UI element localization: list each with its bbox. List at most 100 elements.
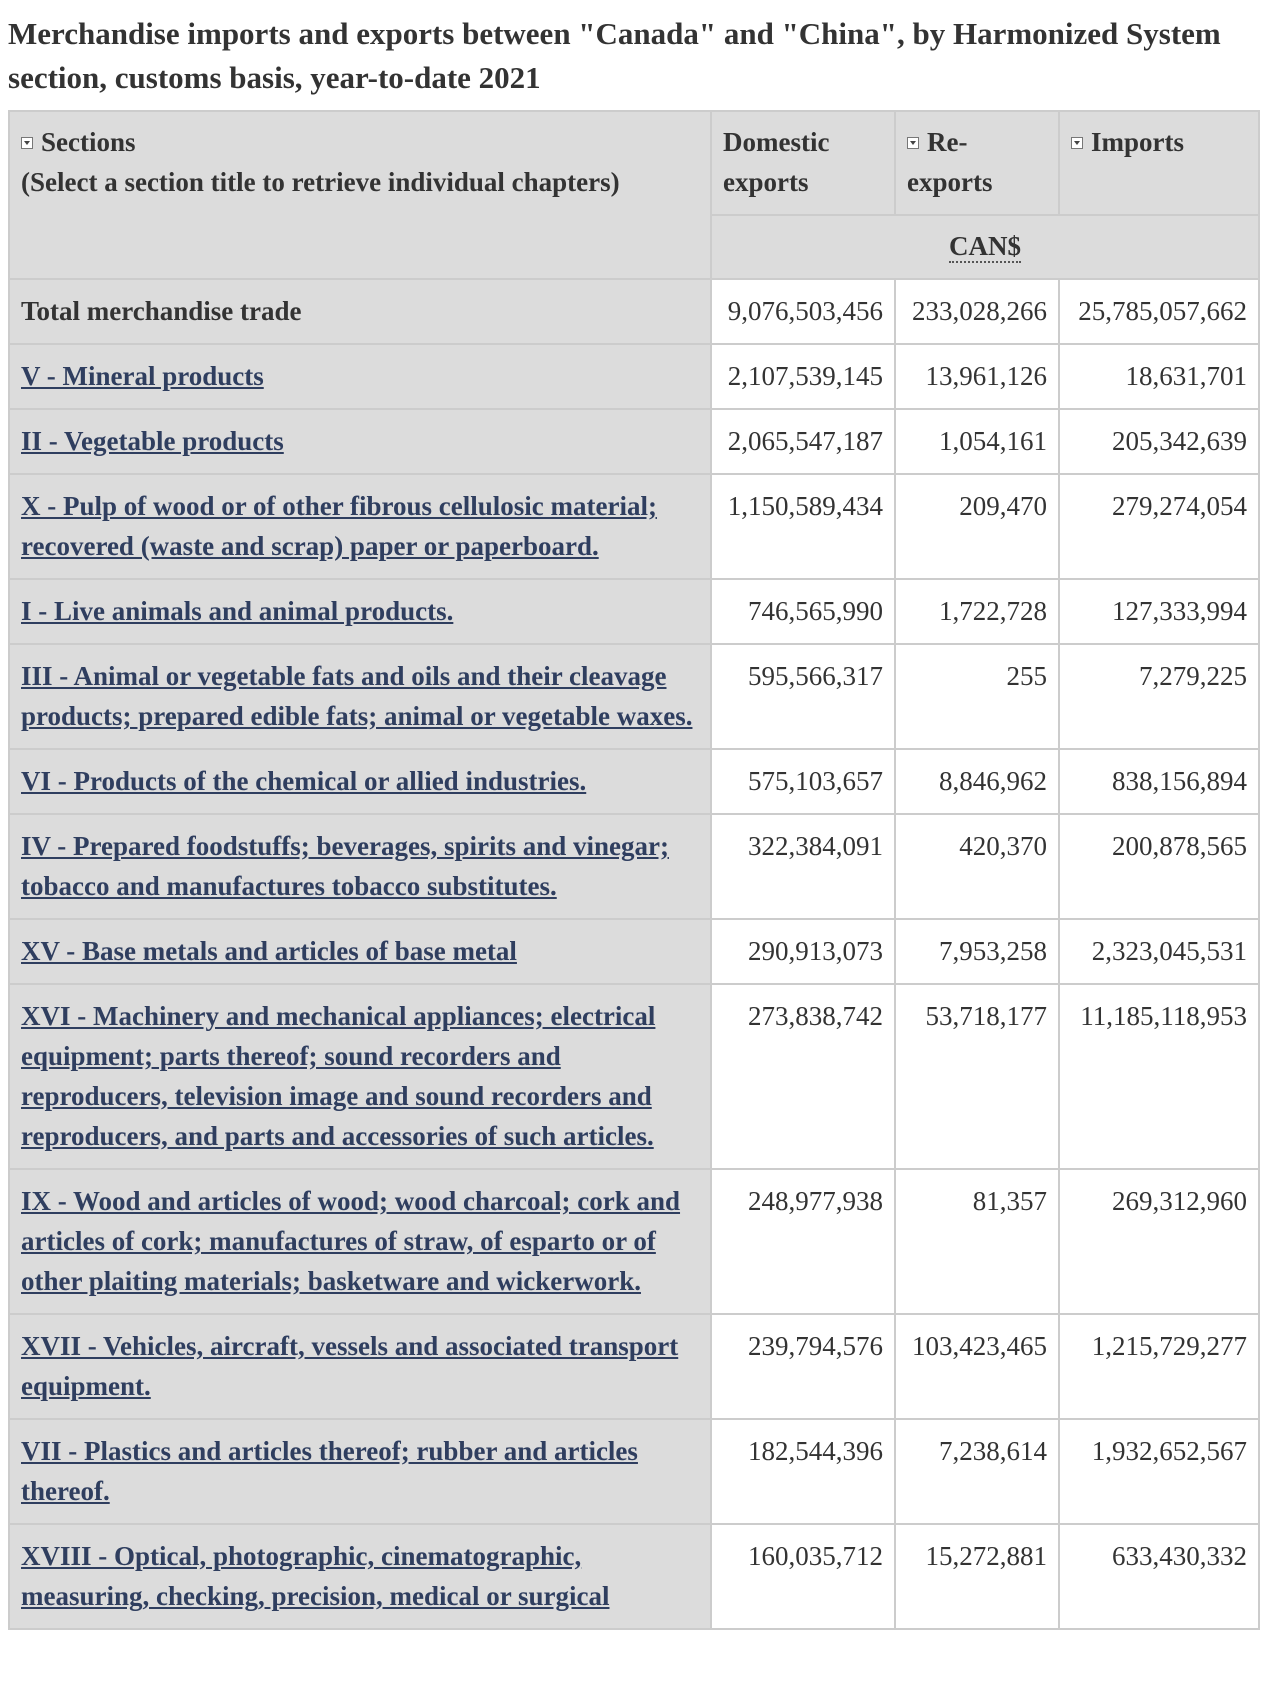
- table-row: XVI - Machinery and mechanical appliance…: [8, 983, 1260, 1170]
- table-row: XVIII - Optical, photographic, cinematog…: [8, 1523, 1260, 1630]
- imports-header[interactable]: Imports: [1058, 110, 1260, 216]
- section-link[interactable]: IX - Wood and articles of wood; wood cha…: [21, 1186, 681, 1296]
- re-exports-cell: 209,470: [894, 473, 1060, 580]
- domestic-exports-cell: 746,565,990: [710, 578, 896, 645]
- imports-cell: 838,156,894: [1058, 748, 1260, 815]
- table-row: VI - Products of the chemical or allied …: [8, 748, 1260, 815]
- section-cell[interactable]: VII - Plastics and articles thereof; rub…: [8, 1418, 712, 1525]
- domestic-exports-cell: 2,107,539,145: [710, 343, 896, 410]
- section-link[interactable]: VII - Plastics and articles thereof; rub…: [21, 1436, 638, 1506]
- re-exports-cell: 420,370: [894, 813, 1060, 920]
- table-row: V - Mineral products 2,107,539,145 13,961,…: [8, 343, 1260, 410]
- imports-cell: 633,430,332: [1058, 1523, 1260, 1630]
- sort-dropdown-icon[interactable]: [1071, 137, 1083, 149]
- domestic-exports-cell: 182,544,396: [710, 1418, 896, 1525]
- imports-cell: 205,342,639: [1058, 408, 1260, 475]
- imports-cell: 127,333,994: [1058, 578, 1260, 645]
- re-exports-header[interactable]: Re-exports: [894, 110, 1060, 216]
- imports-cell: 18,631,701: [1058, 343, 1260, 410]
- re-exports-cell: 13,961,126: [894, 343, 1060, 410]
- table-row: IX - Wood and articles of wood; wood cha…: [8, 1168, 1260, 1315]
- sort-dropdown-icon[interactable]: [21, 137, 33, 149]
- section-cell[interactable]: VI - Products of the chemical or allied …: [8, 748, 712, 815]
- section-cell[interactable]: IX - Wood and articles of wood; wood cha…: [8, 1168, 712, 1315]
- domestic-exports-cell: 595,566,317: [710, 643, 896, 750]
- section-cell[interactable]: I - Live animals and animal products.: [8, 578, 712, 645]
- imports-cell: 200,878,565: [1058, 813, 1260, 920]
- section-cell[interactable]: XVIII - Optical, photographic, cinematog…: [8, 1523, 712, 1630]
- section-link[interactable]: VI - Products of the chemical or allied …: [21, 766, 587, 796]
- re-exports-cell: 53,718,177: [894, 983, 1060, 1170]
- imports-cell: 1,215,729,277: [1058, 1313, 1260, 1420]
- sections-hint: (Select a section title to retrieve indi…: [21, 167, 620, 197]
- table-row: XVII - Vehicles, aircraft, vessels and a…: [8, 1313, 1260, 1420]
- domestic-exports-cell: 248,977,938: [710, 1168, 896, 1315]
- section-link[interactable]: III - Animal or vegetable fats and oils …: [21, 661, 693, 731]
- table-row: IV - Prepared foodstuffs; beverages, spi…: [8, 813, 1260, 920]
- section-link[interactable]: I - Live animals and animal products.: [21, 596, 454, 626]
- re-exports-cell: 1,722,728: [894, 578, 1060, 645]
- unit-row: CAN$: [9, 214, 1260, 280]
- sections-label: Sections: [41, 127, 136, 157]
- table-row: II - Vegetable products 2,065,547,187 1,05…: [8, 408, 1260, 475]
- re-exports-cell: 1,054,161: [894, 408, 1060, 475]
- section-link[interactable]: XVII - Vehicles, aircraft, vessels and a…: [21, 1331, 679, 1401]
- section-cell[interactable]: IV - Prepared foodstuffs; beverages, spi…: [8, 813, 712, 920]
- section-link[interactable]: XVIII - Optical, photographic, cinematog…: [21, 1541, 610, 1611]
- section-cell[interactable]: III - Animal or vegetable fats and oils …: [8, 643, 712, 750]
- currency-unit: CAN$: [949, 231, 1021, 263]
- re-exports-cell: 81,357: [894, 1168, 1060, 1315]
- table-row: III - Animal or vegetable fats and oils …: [8, 643, 1260, 750]
- table-row: I - Live animals and animal products. 746…: [8, 578, 1260, 645]
- section-link[interactable]: XV - Base metals and articles of base me…: [21, 936, 517, 966]
- sort-dropdown-icon[interactable]: [907, 137, 919, 149]
- domestic-exports-cell: 9,076,503,456: [710, 278, 896, 345]
- re-exports-cell: 255: [894, 643, 1060, 750]
- unit-header: CAN$: [710, 214, 1260, 280]
- section-cell[interactable]: XV - Base metals and articles of base me…: [8, 918, 712, 985]
- re-exports-cell: 233,028,266: [894, 278, 1060, 345]
- imports-label: Imports: [1091, 127, 1184, 157]
- section-cell[interactable]: XVI - Machinery and mechanical appliance…: [8, 983, 712, 1170]
- table-body: Total merchandise trade 9,076,503,456 233,…: [8, 278, 1260, 1630]
- re-exports-cell: 15,272,881: [894, 1523, 1060, 1630]
- domestic-exports-cell: 575,103,657: [710, 748, 896, 815]
- section-cell[interactable]: II - Vegetable products: [8, 408, 712, 475]
- domestic-exports-cell: 2,065,547,187: [710, 408, 896, 475]
- section-cell: Total merchandise trade: [8, 278, 712, 345]
- imports-cell: 2,323,045,531: [1058, 918, 1260, 985]
- section-cell[interactable]: X - Pulp of wood or of other fibrous cel…: [8, 473, 712, 580]
- table-row: X - Pulp of wood or of other fibrous cel…: [8, 473, 1260, 580]
- imports-cell: 1,932,652,567: [1058, 1418, 1260, 1525]
- re-exports-cell: 8,846,962: [894, 748, 1060, 815]
- domestic-exports-label: Domestic exports: [723, 127, 830, 197]
- imports-cell: 279,274,054: [1058, 473, 1260, 580]
- domestic-exports-cell: 1,150,589,434: [710, 473, 896, 580]
- domestic-exports-cell: 160,035,712: [710, 1523, 896, 1630]
- section-link[interactable]: X - Pulp of wood or of other fibrous cel…: [21, 491, 657, 561]
- domestic-exports-header[interactable]: Domestic exports: [710, 110, 896, 216]
- total-row: Total merchandise trade 9,076,503,456 233,…: [8, 278, 1260, 345]
- table-row: XV - Base metals and articles of base me…: [8, 918, 1260, 985]
- domestic-exports-cell: 273,838,742: [710, 983, 896, 1170]
- domestic-exports-cell: 239,794,576: [710, 1313, 896, 1420]
- section-link[interactable]: XVI - Machinery and mechanical appliance…: [21, 1001, 656, 1151]
- section-link[interactable]: II - Vegetable products: [21, 426, 284, 456]
- section-link[interactable]: IV - Prepared foodstuffs; beverages, spi…: [21, 831, 669, 901]
- sections-header[interactable]: Sections (Select a section title to retr…: [8, 110, 712, 280]
- imports-cell: 269,312,960: [1058, 1168, 1260, 1315]
- domestic-exports-cell: 322,384,091: [710, 813, 896, 920]
- page-title: Merchandise imports and exports between …: [8, 16, 1221, 95]
- imports-cell: 7,279,225: [1058, 643, 1260, 750]
- re-exports-cell: 7,238,614: [894, 1418, 1060, 1525]
- re-exports-cell: 7,953,258: [894, 918, 1060, 985]
- section-cell[interactable]: V - Mineral products: [8, 343, 712, 410]
- section-cell[interactable]: XVII - Vehicles, aircraft, vessels and a…: [8, 1313, 712, 1420]
- imports-cell: 25,785,057,662: [1058, 278, 1260, 345]
- re-exports-label: Re-exports: [907, 127, 993, 197]
- section-link[interactable]: V - Mineral products: [21, 361, 264, 391]
- trade-table: Sections (Select a section title to retr…: [8, 110, 1260, 1630]
- imports-cell: 11,185,118,953: [1058, 983, 1260, 1170]
- total-label: Total merchandise trade: [21, 296, 302, 326]
